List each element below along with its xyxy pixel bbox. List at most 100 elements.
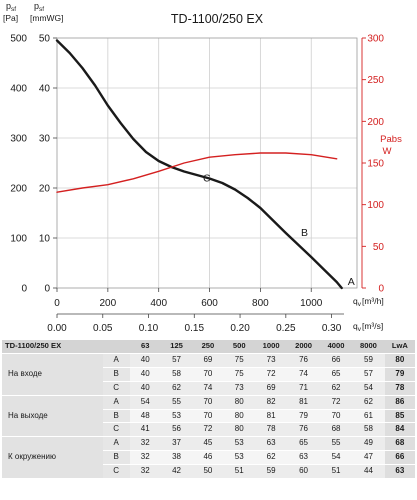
table-cell: 53 <box>223 436 255 452</box>
operating-points: A B C <box>203 173 355 289</box>
point-label: B <box>102 409 130 424</box>
table-row: C 41 56 72 80 78 76 68 58 84 <box>2 422 415 438</box>
table-cell: 66 <box>319 353 353 368</box>
table-cell: 70 <box>192 395 224 410</box>
right-tick-label: 250 <box>367 75 384 86</box>
fan-curve-chart: 500 50 400 40 300 30 200 20 100 10 0 0 300 250 200 150 1… <box>3 1 402 334</box>
lwa-cell: 68 <box>384 436 415 452</box>
pressure-curve <box>55 39 343 290</box>
group-label: К окружению <box>2 436 103 480</box>
table-cell: 50 <box>192 464 224 480</box>
table-cell: 62 <box>319 381 353 396</box>
series-layer <box>55 39 343 290</box>
x-tick-label-m3h: 800 <box>252 298 269 309</box>
table-cell: 73 <box>254 353 288 368</box>
table-cell: 60 <box>287 464 320 480</box>
table-row: B 48 53 70 80 81 79 70 61 85 <box>2 409 415 424</box>
table-cell: 81 <box>254 409 288 424</box>
freq-header: 1000 <box>254 340 288 354</box>
y-tick-label-pa: 100 <box>10 234 27 245</box>
table-cell: 53 <box>160 409 193 424</box>
right-tick-label: 200 <box>367 117 384 128</box>
table-cell: 72 <box>319 395 353 410</box>
lwa-cell: 85 <box>384 409 415 424</box>
x-label-m3h: qv[m³/h] <box>353 296 384 308</box>
table-cell: 62 <box>352 395 385 410</box>
table-cell: 65 <box>319 367 353 382</box>
y-label-pa-symbol: psf <box>6 1 16 13</box>
table-cell: 76 <box>287 422 320 438</box>
table-cell: 54 <box>319 450 353 466</box>
y-tick-label-pa: 200 <box>10 184 27 195</box>
operating-point-a: A <box>348 276 355 288</box>
table-cell: 61 <box>352 409 385 424</box>
lwa-cell: 63 <box>384 464 415 480</box>
grid <box>57 38 357 288</box>
table-cell: 81 <box>287 395 320 410</box>
lwa-cell: 84 <box>384 422 415 438</box>
freq-header: 8000 <box>352 340 385 354</box>
point-label: A <box>102 395 130 410</box>
right-tick-label: 0 <box>378 284 384 295</box>
table-cell: 75 <box>223 367 255 382</box>
operating-point-b: B <box>301 227 308 239</box>
table-cell: 55 <box>160 395 193 410</box>
point-label: B <box>102 450 130 466</box>
y-label-mmwg-unit: [mmWG] <box>30 13 64 23</box>
table-cell: 44 <box>352 464 385 480</box>
table-cell: 69 <box>192 353 224 368</box>
operating-point-c: C <box>203 173 211 185</box>
table-cell: 54 <box>129 395 161 410</box>
y-tick-label-mmwg: 0 <box>44 284 50 295</box>
freq-header: 4000 <box>319 340 353 354</box>
axis-labels: TD-1100/250 EX psf psf [Pa] [mmWG] Pabs … <box>3 1 402 333</box>
plot-frame <box>56 37 358 289</box>
table-cell: 63 <box>287 450 320 466</box>
table-cell: 51 <box>223 464 255 480</box>
table-cell: 58 <box>352 422 385 438</box>
table-cell: 58 <box>160 367 193 382</box>
table-body: На входе A 40 57 69 75 73 76 66 59 80 B 40 58 70 75 72 74… <box>2 353 415 480</box>
table-cell: 70 <box>319 409 353 424</box>
table-cell: 56 <box>160 422 193 438</box>
table-cell: 70 <box>192 409 224 424</box>
lwa-header: LwA <box>384 340 415 354</box>
table-cell: 78 <box>254 422 288 438</box>
y-tick-label-pa: 300 <box>10 134 27 145</box>
freq-header: 500 <box>223 340 255 354</box>
x-tick-label-m3h: 200 <box>100 298 117 309</box>
table-cell: 55 <box>319 436 353 452</box>
table-cell: 63 <box>254 436 288 452</box>
table-cell: 45 <box>192 436 224 452</box>
table-cell: 72 <box>254 367 288 382</box>
table-cell: 40 <box>129 381 161 396</box>
y-tick-label-mmwg: 30 <box>39 134 51 145</box>
table-cell: 42 <box>160 464 193 480</box>
table-cell: 59 <box>254 464 288 480</box>
table-cell: 48 <box>129 409 161 424</box>
table-cell: 46 <box>192 450 224 466</box>
table-cell: 51 <box>319 464 353 480</box>
table-row: На выходе A 54 55 70 80 82 81 72 62 86 <box>2 395 415 438</box>
freq-header: 63 <box>129 340 161 354</box>
table-cell: 80 <box>223 422 255 438</box>
table-cell: 70 <box>192 367 224 382</box>
table-cell: 57 <box>352 367 385 382</box>
x-label-m3s: qv[m³/s] <box>353 321 383 333</box>
table-cell: 54 <box>352 381 385 396</box>
x-tick-label-m3s: 0.00 <box>47 323 67 334</box>
right-axis-label-w: W <box>383 146 392 157</box>
y-label-pa-unit: [Pa] <box>3 13 18 23</box>
table-cell: 40 <box>129 367 161 382</box>
group-label: На входе <box>2 353 103 396</box>
x-tick-label-m3s: 0.05 <box>93 323 113 334</box>
table-header-row: TD-1100/250 EX 63 125 250 500 1000 2000 … <box>2 340 415 354</box>
table-cell: 74 <box>192 381 224 396</box>
chart-title: TD-1100/250 EX <box>171 12 264 26</box>
table-cell: 49 <box>352 436 385 452</box>
point-label: C <box>102 422 130 438</box>
table-cell: 41 <box>129 422 161 438</box>
table-cell: 59 <box>352 353 385 368</box>
x-tick-label-m3h: 1000 <box>300 298 323 309</box>
